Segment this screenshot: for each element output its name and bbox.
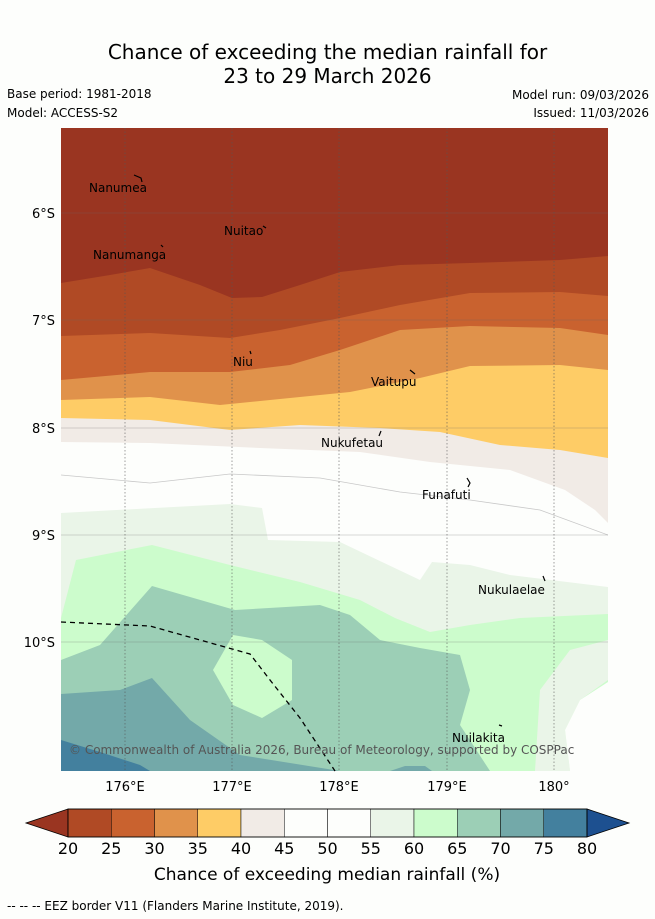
colorbar-tick: 65 [447, 839, 467, 858]
colorbar-cell [327, 808, 371, 838]
colorbar-tick: 30 [144, 839, 164, 858]
rainfall-map: Nanumea Nuitao Nanumanga Niu Vaitupu Nuk… [24, 128, 631, 885]
contour-50-east [565, 682, 608, 771]
contour-70 [61, 678, 340, 771]
place-label: Nukulaelae [478, 583, 545, 597]
lon-label: 178°E [319, 780, 359, 795]
colorbar-cell [543, 808, 588, 838]
colorbar-cell [370, 808, 415, 838]
colorbar-cell [457, 808, 501, 838]
place-label: Niu [233, 355, 253, 369]
contour-75 [61, 740, 150, 771]
model-run: Model run: 09/03/2026 [511, 88, 649, 102]
colorbar-under-arrow [24, 808, 69, 838]
colorbar-tick: 55 [361, 839, 381, 858]
colorbar-tick: 40 [231, 839, 251, 858]
place-label: Nanumea [89, 181, 147, 195]
eez-border [60, 621, 336, 772]
model-name: Model: ACCESS-S2 [7, 106, 119, 120]
colorbar-tick: 25 [101, 839, 121, 858]
colorbar-tick: 80 [577, 839, 597, 858]
colorbar: 20 25 30 35 40 45 50 55 60 65 70 75 80 Chance of exc… [24, 808, 631, 885]
place-label: Nuilakita [452, 731, 505, 745]
lat-label: 6°S [32, 207, 55, 222]
place-label: Nanumanga [93, 248, 166, 262]
meridians [124, 128, 555, 771]
place-label: Nukufetau [321, 436, 383, 450]
lat-label: 7°S [32, 314, 55, 329]
colorbar-over-arrow [586, 808, 631, 838]
lon-label: 177°E [212, 780, 252, 795]
islands [133, 174, 546, 727]
colorbar-tick: 35 [188, 839, 208, 858]
eez-legend: -- -- -- EEZ border V11 (Flanders Marine… [7, 899, 344, 913]
colorbar-cell [413, 808, 458, 838]
colorbar-tick: 60 [404, 839, 424, 858]
lon-label: 176°E [105, 780, 145, 795]
title-line-2: 23 to 29 March 2026 [223, 64, 432, 88]
issued-date: Issued: 11/03/2026 [533, 106, 649, 120]
colorbar-cell [240, 808, 285, 838]
place-label: Vaitupu [371, 375, 417, 389]
contour-70-east [390, 766, 432, 771]
colorbar-cell [284, 808, 328, 838]
colorbar-tick: 20 [58, 839, 78, 858]
contour-60-inner [213, 635, 292, 718]
place-label: Nuitao [224, 224, 263, 238]
colorbar-label: Chance of exceeding median rainfall (%) [154, 865, 500, 885]
chart-title: Chance of exceeding the median rainfall … [0, 40, 655, 88]
contour-55-east [535, 640, 608, 771]
lat-label: 9°S [32, 529, 55, 544]
colorbar-tick: 45 [274, 839, 294, 858]
colorbar-cell [154, 808, 198, 838]
grid [61, 212, 608, 643]
colorbar-tick: 75 [534, 839, 554, 858]
colorbar-cell [111, 808, 155, 838]
colorbar-tick: 50 [317, 839, 337, 858]
lat-label: 8°S [32, 422, 55, 437]
colorbar-cell [197, 808, 242, 838]
colorbar-tick: 70 [490, 839, 510, 858]
lat-label: 10°S [24, 636, 55, 651]
colorbar-cell [500, 808, 544, 838]
colorbar-cell [67, 808, 112, 838]
place-label: Funafuti [422, 488, 471, 502]
lon-label: 179°E [427, 780, 467, 795]
lon-label: 180° [538, 780, 569, 795]
contour-outline [61, 473, 608, 536]
contour-layers [61, 128, 608, 771]
base-period: Base period: 1981-2018 [7, 87, 152, 101]
copyright-text: © Commonwealth of Australia 2026, Bureau… [69, 743, 574, 757]
title-line-1: Chance of exceeding the median rainfall … [107, 40, 548, 64]
